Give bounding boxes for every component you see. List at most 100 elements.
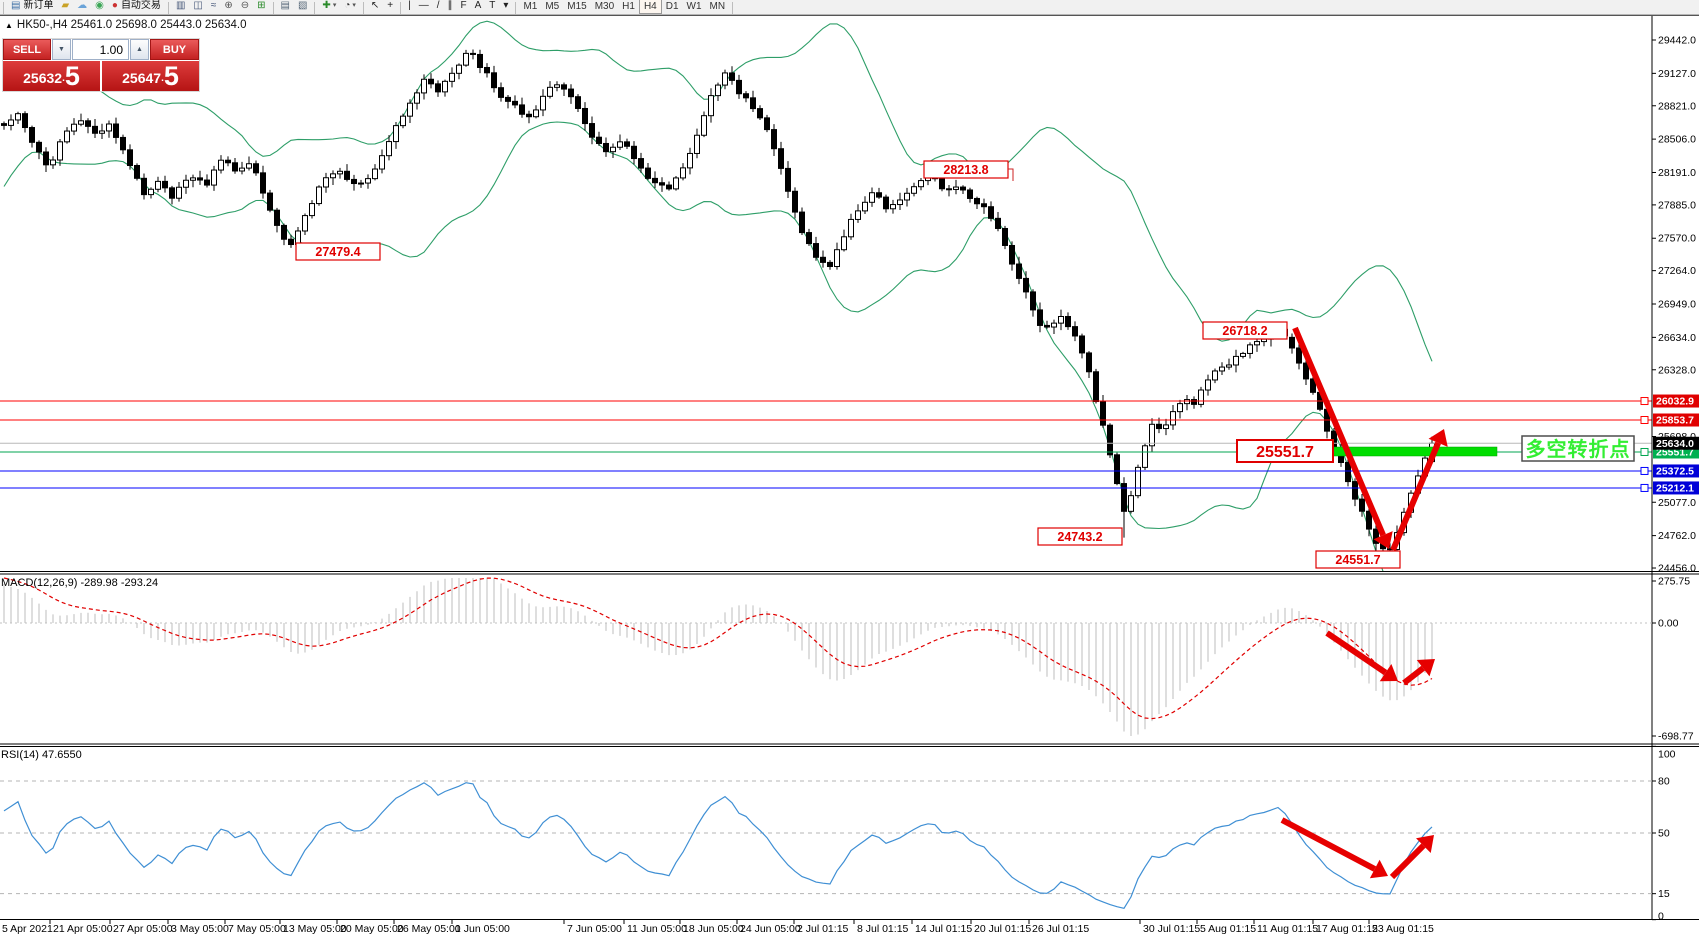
chart-bars-icon-glyph: ▥ <box>175 0 186 11</box>
turning-point-label-box[interactable] <box>1521 435 1635 462</box>
svg-text:-698.77: -698.77 <box>1658 731 1694 743</box>
autotrade-button-label: 自动交易 <box>120 0 161 11</box>
timeframe-button-m15[interactable]: M15 <box>567 1 587 12</box>
buy-price-panel[interactable]: 25647. 5 <box>102 61 199 91</box>
svg-text:24 Jun 05:00: 24 Jun 05:00 <box>740 923 801 935</box>
chart-candles-icon-glyph: ◫ <box>193 0 203 11</box>
cascade-windows-icon[interactable]: ▧ <box>294 0 311 14</box>
svg-text:14 Jul 01:15: 14 Jul 01:15 <box>915 923 972 935</box>
chart-title: ▲ HK50-,H4 25461.0 25698.0 25443.0 25634.… <box>5 19 246 31</box>
price-axis[interactable]: 29442.0 29127.0 28821.0 28506.0 28191.0 27885… <box>1652 35 1699 923</box>
vline-button[interactable]: | <box>404 0 415 14</box>
zoom-out-button[interactable]: ⊖ <box>237 0 253 14</box>
chevron-down-icon: ▾ <box>332 2 337 9</box>
chart-line-icon-glyph: ≈ <box>210 0 217 11</box>
svg-text:28191.0: 28191.0 <box>1658 167 1696 179</box>
indicators-button[interactable]: ✚ ▾ <box>318 0 340 14</box>
svg-text:29442.0: 29442.0 <box>1658 35 1696 47</box>
svg-text:27570.0: 27570.0 <box>1658 233 1696 245</box>
chart-bars-icon[interactable]: ▥ <box>172 0 189 14</box>
svg-text:24743.2: 24743.2 <box>1057 530 1102 544</box>
svg-text:28821.0: 28821.0 <box>1658 100 1696 112</box>
timeframe-button-m1[interactable]: M1 <box>523 1 538 12</box>
toolbar-separator <box>400 2 402 14</box>
periods-button[interactable]: ◔ ▾ <box>340 0 360 14</box>
svg-text:29127.0: 29127.0 <box>1658 68 1696 80</box>
timeframe-button-h1[interactable]: H1 <box>622 1 635 12</box>
svg-text:26 May 05:00: 26 May 05:00 <box>397 923 461 935</box>
buy-button[interactable]: BUY <box>150 39 199 60</box>
svg-text:20 May 05:00: 20 May 05:00 <box>340 923 404 935</box>
svg-text:25077.0: 25077.0 <box>1658 497 1696 509</box>
turning-point-label-text: 多空转折点 <box>1526 437 1631 461</box>
symbol-marker-icon: ▲ <box>5 21 13 30</box>
channel-button-glyph: ∥ <box>447 0 453 11</box>
chart-line-icon[interactable]: ≈ <box>207 0 221 14</box>
svg-text:27 Apr 05:00: 27 Apr 05:00 <box>113 923 173 935</box>
webinar-icon[interactable]: ◉ <box>91 0 108 14</box>
svg-text:5 Aug 01:15: 5 Aug 01:15 <box>1200 923 1256 935</box>
hline-button-glyph: — <box>418 0 429 11</box>
tile-windows-button[interactable]: ⊞ <box>253 0 269 14</box>
svg-text:28506.0: 28506.0 <box>1658 134 1696 146</box>
svg-text:7 May 05:00: 7 May 05:00 <box>228 923 286 935</box>
volume-step-down-button[interactable]: ▼ <box>52 39 71 60</box>
svg-text:50: 50 <box>1658 828 1670 840</box>
new-order-button[interactable]: ▤ 新订单 <box>7 0 57 14</box>
candlesticks <box>1 49 1435 558</box>
cascade-windows-icon-glyph: ▧ <box>297 0 308 11</box>
trendline-button[interactable]: / <box>433 0 444 14</box>
crosshair-button-glyph: + <box>387 0 394 11</box>
svg-text:25551.7: 25551.7 <box>1256 444 1314 461</box>
price-callouts[interactable]: 27479.4 28213.8 26718.2 25551.7 24743.2 24551… <box>295 160 1401 569</box>
volume-step-up-button[interactable]: ▲ <box>130 39 149 60</box>
cursor-button[interactable]: ↖ <box>367 0 383 14</box>
timeframe-button-h4[interactable]: H4 <box>638 0 662 14</box>
svg-text:26634.0: 26634.0 <box>1658 332 1696 344</box>
vline-button-glyph: | <box>408 0 411 11</box>
svg-text:7 Jun 05:00: 7 Jun 05:00 <box>567 923 622 935</box>
autotrade-button-glyph: ● <box>111 0 118 11</box>
arrange-windows-icon[interactable]: ▤ <box>277 0 294 14</box>
timeframe-button-d1[interactable]: D1 <box>665 1 679 12</box>
turning-point-highlight-bar[interactable] <box>1329 446 1498 457</box>
fibo-button[interactable]: F <box>457 0 471 14</box>
svg-text:30 Jul 01:15: 30 Jul 01:15 <box>1143 923 1200 935</box>
timeframe-button-w1[interactable]: W1 <box>686 1 702 12</box>
new-order-button-label: 新订单 <box>23 0 54 11</box>
trend-arrows[interactable] <box>1280 326 1448 880</box>
toolbar-separator <box>167 2 169 14</box>
svg-text:8 Jul 01:15: 8 Jul 01:15 <box>857 923 909 935</box>
svg-text:24762.0: 24762.0 <box>1658 530 1696 542</box>
svg-text:100: 100 <box>1658 749 1676 761</box>
sell-price-big-digit: 5 <box>64 61 80 91</box>
hline-button[interactable]: — <box>415 0 433 14</box>
svg-text:24551.7: 24551.7 <box>1335 553 1380 567</box>
arrows-button[interactable]: ▾ <box>499 0 512 14</box>
one-click-trading-widget: SELL ▼ 1.00 ▲ BUY 25632. 5 25647. 5 <box>2 38 200 92</box>
svg-text:20 Jul 01:15: 20 Jul 01:15 <box>974 923 1031 935</box>
timeframe-button-mn[interactable]: MN <box>709 1 726 12</box>
timeframe-button-m5[interactable]: M5 <box>545 1 560 12</box>
svg-text:11 Jun 05:00: 11 Jun 05:00 <box>627 923 687 935</box>
chart-candles-icon[interactable]: ◫ <box>189 0 206 14</box>
timeframe-button-m30[interactable]: M30 <box>594 1 615 12</box>
volume-input[interactable]: 1.00 <box>72 39 129 60</box>
svg-text:26 Jul 01:15: 26 Jul 01:15 <box>1032 923 1089 935</box>
indicators-button-glyph: ✚ <box>322 0 331 11</box>
sell-price-panel[interactable]: 25632. 5 <box>3 61 100 91</box>
cloud-icon[interactable]: ☁ <box>73 0 91 14</box>
svg-text:26718.2: 26718.2 <box>1222 324 1267 338</box>
svg-text:24456.0: 24456.0 <box>1658 563 1696 575</box>
sell-button[interactable]: SELL <box>3 39 51 60</box>
gold-bar-icon[interactable]: ▰ <box>57 0 73 14</box>
zoom-in-button[interactable]: ⊕ <box>220 0 236 14</box>
channel-button[interactable]: ∥ <box>444 0 457 14</box>
crosshair-button[interactable]: + <box>383 0 397 14</box>
text-button[interactable]: A <box>471 0 486 14</box>
time-axis[interactable]: 5 Apr 2021 21 Apr 05:00 27 Apr 05:003 May … <box>0 919 1434 935</box>
label-button[interactable]: T <box>485 0 499 14</box>
zoom-out-button-glyph: ⊖ <box>240 0 250 11</box>
autotrade-button[interactable]: ● 自动交易 <box>108 0 165 14</box>
